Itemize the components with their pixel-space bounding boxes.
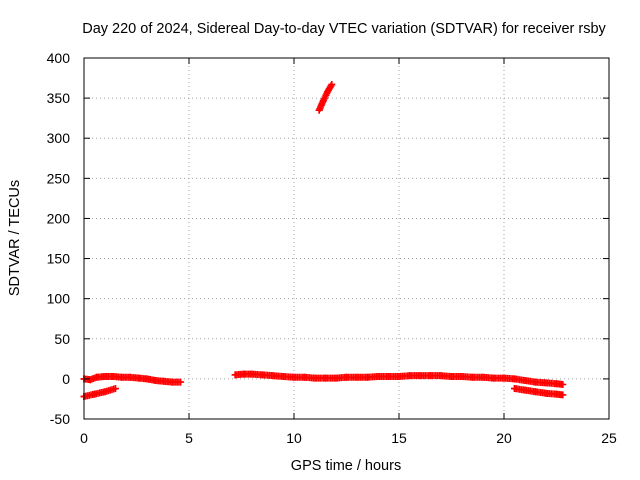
- data-point: [315, 106, 323, 114]
- y-tick-label: 250: [47, 170, 71, 186]
- data-point: [374, 372, 382, 380]
- data-point: [269, 372, 277, 380]
- y-tick-label: 50: [54, 331, 70, 347]
- data-point: [559, 391, 567, 399]
- data-point: [259, 371, 266, 379]
- x-tick-label: 20: [496, 430, 512, 446]
- data-point: [343, 373, 350, 381]
- data-point: [151, 376, 159, 384]
- data-point: [168, 378, 176, 386]
- data-point: [248, 370, 256, 378]
- data-point: [406, 372, 413, 380]
- y-tick-label: 400: [47, 50, 71, 66]
- data-point: [521, 386, 529, 394]
- data-point: [160, 377, 168, 385]
- data-point: [500, 374, 508, 382]
- y-tick-label: 350: [47, 90, 71, 106]
- x-axis-label: GPS time / hours: [291, 458, 401, 474]
- data-point: [322, 374, 329, 382]
- data-point: [135, 374, 143, 382]
- data-point: [427, 372, 434, 380]
- data-point: [553, 380, 560, 388]
- data-point: [328, 80, 336, 88]
- data-point: [280, 372, 287, 380]
- data-point: [101, 372, 109, 380]
- data-point: [490, 374, 497, 382]
- data-series-1: [80, 372, 185, 386]
- data-point: [118, 373, 126, 381]
- y-tick-label: 100: [47, 291, 71, 307]
- y-tick-label: 0: [62, 371, 70, 387]
- data-point: [311, 374, 319, 382]
- data-point: [511, 375, 518, 383]
- data-point: [126, 373, 134, 381]
- y-tick-label: -50: [50, 411, 70, 427]
- data-point: [101, 388, 109, 396]
- data-point: [364, 373, 371, 381]
- data-point: [301, 373, 308, 381]
- data-point: [332, 374, 340, 382]
- data-point: [532, 378, 539, 386]
- data-point: [91, 390, 98, 398]
- y-tick-label: 300: [47, 130, 71, 146]
- data-point: [479, 373, 487, 381]
- data-point: [319, 97, 327, 105]
- data-point: [86, 376, 94, 384]
- data-point: [177, 378, 185, 386]
- data-point: [416, 372, 424, 380]
- x-tick-label: 10: [286, 430, 302, 446]
- y-tick-label: 150: [47, 251, 71, 267]
- data-point: [112, 385, 119, 393]
- data-point: [469, 373, 476, 381]
- x-tick-label: 25: [601, 430, 617, 446]
- data-point: [542, 379, 550, 387]
- chart-title: Day 220 of 2024, Sidereal Day-to-day VTE…: [82, 21, 606, 37]
- data-point: [324, 88, 332, 96]
- data-point: [93, 373, 101, 381]
- y-axis-label: SDTVAR / TECUs: [7, 180, 23, 296]
- data-point: [511, 385, 518, 393]
- data-point: [109, 372, 117, 380]
- data-series-4: [231, 370, 567, 389]
- data-point: [542, 389, 550, 397]
- data-point: [290, 373, 298, 381]
- data-point-marker: [327, 82, 335, 90]
- data-point: [395, 372, 403, 380]
- data-point: [521, 376, 529, 384]
- data-point: [353, 373, 361, 381]
- data-points: [80, 80, 567, 401]
- data-point: [448, 372, 455, 380]
- data-point: [143, 375, 151, 383]
- grid: [84, 58, 609, 419]
- data-series-3: [315, 80, 336, 114]
- data-point: [553, 390, 560, 398]
- x-tick-label: 5: [185, 430, 193, 446]
- data-point: [240, 370, 248, 378]
- y-tick-label: 200: [47, 210, 71, 226]
- data-point: [437, 372, 445, 380]
- data-point: [559, 381, 567, 389]
- data-point: [458, 372, 466, 380]
- x-tick-label: 15: [391, 430, 407, 446]
- axis-ticks: 0 5 10 15 20 25 -50 0 50 100 150 200 250 300 350 400: [47, 50, 617, 446]
- plot-frame: [83, 57, 610, 420]
- x-tick-label: 0: [80, 430, 88, 446]
- data-point: [532, 388, 539, 396]
- data-point: [231, 371, 239, 379]
- data-series-5: [511, 385, 567, 399]
- data-point: [385, 372, 392, 380]
